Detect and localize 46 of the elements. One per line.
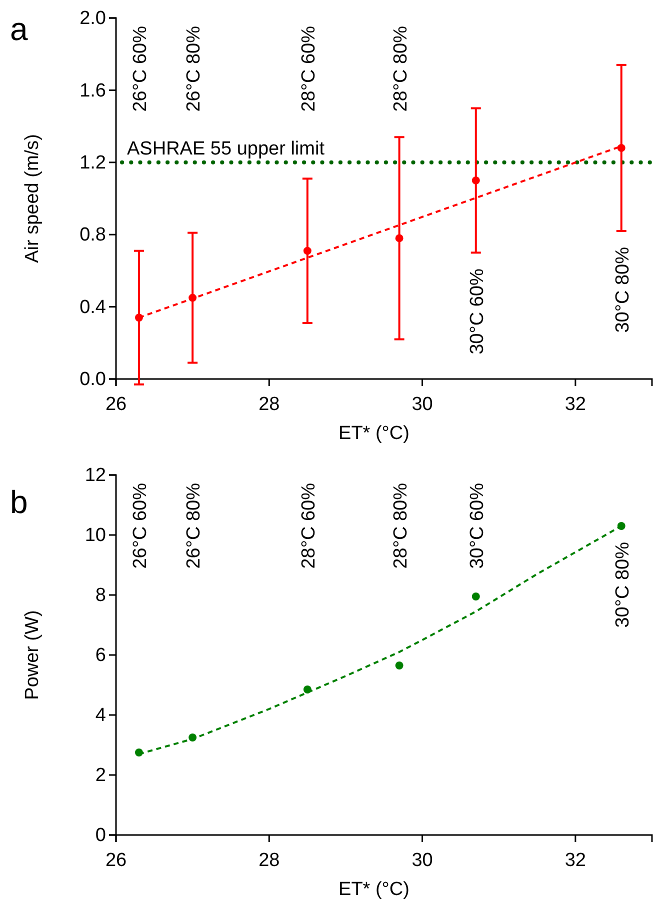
point bbox=[472, 592, 480, 600]
y-tick-label: 1.2 bbox=[80, 152, 106, 174]
point bbox=[395, 234, 404, 242]
x-tick-label: 26 bbox=[105, 394, 127, 415]
y-tick-label: 0.4 bbox=[80, 296, 106, 318]
x-tick-label: 28 bbox=[258, 850, 280, 871]
x-tick-label: 28 bbox=[258, 394, 280, 415]
x-axis-title: ET* (°C) bbox=[338, 423, 410, 444]
chart-title: b bbox=[10, 484, 28, 520]
annotation: 30°C 80% bbox=[612, 542, 634, 628]
ref-line-label: ASHRAE 55 upper limit bbox=[127, 138, 326, 160]
y-tick-label: 2.0 bbox=[80, 8, 106, 30]
y-tick-label: 0.8 bbox=[80, 224, 106, 246]
annotation: 30°C 80% bbox=[612, 246, 634, 333]
y-axis-title: Power (W) bbox=[22, 610, 43, 700]
annotation: 26°C 60% bbox=[130, 482, 151, 569]
y-tick-label: 2 bbox=[95, 765, 106, 786]
y-tick-label: 4 bbox=[95, 705, 106, 726]
y-tick-label: 1.6 bbox=[80, 80, 106, 102]
point bbox=[472, 176, 480, 184]
annotation: 26°C 80% bbox=[184, 26, 205, 112]
point bbox=[395, 662, 404, 670]
point bbox=[617, 144, 626, 152]
annotation: 28°C 60% bbox=[298, 482, 320, 569]
annotation: 30°C 60% bbox=[466, 482, 488, 569]
y-tick-label: 10 bbox=[84, 525, 106, 546]
annotation: 26°C 80% bbox=[184, 482, 205, 569]
x-tick-label: 32 bbox=[564, 394, 586, 415]
y-axis-title: Air speed (m/s) bbox=[22, 134, 43, 263]
annotation: 30°C 60% bbox=[466, 268, 488, 354]
x-tick-label: 30 bbox=[412, 394, 433, 415]
y-tick-label: 6 bbox=[95, 645, 106, 666]
chart-title: a bbox=[10, 11, 28, 47]
y-tick-label: 12 bbox=[84, 465, 106, 486]
point bbox=[303, 246, 312, 255]
y-tick-label: 0.0 bbox=[80, 369, 106, 390]
annotation: 26°C 60% bbox=[130, 26, 151, 112]
x-tick-label: 26 bbox=[105, 850, 127, 871]
y-tick-label: 0 bbox=[95, 825, 106, 846]
x-tick-label: 30 bbox=[412, 850, 433, 871]
annotation: 28°C 60% bbox=[298, 26, 320, 112]
annotation: 28°C 80% bbox=[390, 26, 412, 112]
annotation: 28°C 80% bbox=[390, 482, 412, 569]
x-axis-title: ET* (°C) bbox=[338, 879, 410, 900]
y-tick-label: 8 bbox=[95, 585, 106, 606]
x-tick-label: 32 bbox=[564, 850, 586, 871]
